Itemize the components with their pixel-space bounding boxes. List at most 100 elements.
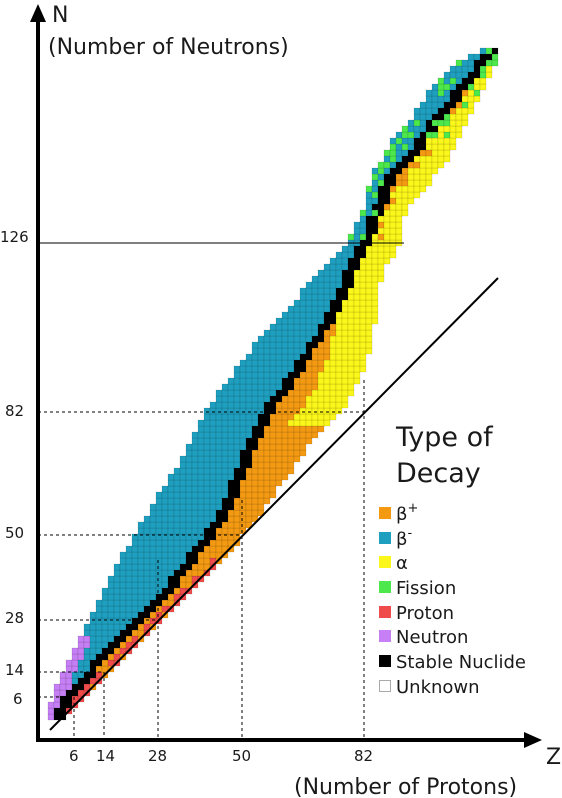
nuclide-cell <box>257 347 265 355</box>
nuclide-cell <box>101 659 109 667</box>
nuclide-cell <box>197 539 205 547</box>
nuclide-cell <box>479 83 487 91</box>
nuclide-cell <box>293 407 301 415</box>
nuclide-cell <box>257 371 265 379</box>
nuclide-cell <box>257 401 265 409</box>
nuclide-cell <box>275 377 283 385</box>
nuclide-cell <box>131 575 139 583</box>
nuclide-cell <box>191 563 199 571</box>
nuclide-cell <box>173 491 181 499</box>
nuclide-cell <box>125 563 133 571</box>
nuclide-cell <box>173 539 181 547</box>
nuclide-cell <box>365 221 373 229</box>
nuclide-cell <box>317 377 325 385</box>
nuclide-cell <box>107 641 115 649</box>
nuclide-cell <box>275 365 283 373</box>
nuclide-cell <box>359 281 367 289</box>
nuclide-cell <box>293 299 301 307</box>
nuclide-cell <box>209 467 217 475</box>
nuclide-cell <box>149 503 157 511</box>
nuclide-cell <box>245 425 253 433</box>
nuclide-cell <box>269 467 277 475</box>
nuclide-cell <box>353 233 361 241</box>
nuclide-cell <box>275 323 283 331</box>
nuclide-cell <box>89 629 97 637</box>
nuclide-cell <box>419 161 427 169</box>
nuclide-cell <box>191 467 199 475</box>
nuclide-cell <box>311 419 319 427</box>
nuclide-cell <box>335 293 343 301</box>
nuclide-cell <box>227 425 235 433</box>
nuclide-cell <box>155 539 163 547</box>
nuclide-cell <box>203 491 211 499</box>
nuclide-cell <box>335 365 343 373</box>
nuclide-cell <box>335 359 343 367</box>
nuclide-cell <box>407 197 415 205</box>
nuclide-cell <box>185 509 193 517</box>
nuclide-cell <box>137 545 145 553</box>
nuclide-cell <box>173 563 181 571</box>
nuclide-cell <box>167 539 175 547</box>
nuclide-cell <box>395 179 403 187</box>
nuclide-cell <box>65 677 73 685</box>
nuclide-cell <box>269 455 277 463</box>
nuclide-cell <box>167 563 175 571</box>
nuclide-cell <box>263 497 271 505</box>
nuclide-cell <box>353 311 361 319</box>
nuclide-cell <box>485 53 493 61</box>
nuclide-cell <box>275 335 283 343</box>
nuclide-cell <box>221 395 229 403</box>
nuclide-cell <box>263 461 271 469</box>
nuclide-cell <box>245 371 253 379</box>
nuclide-cell <box>161 575 169 583</box>
nuclide-cell <box>425 167 433 175</box>
nuclide-cell <box>233 443 241 451</box>
nuclide-cell <box>317 419 325 427</box>
nuclide-cell <box>251 419 259 427</box>
nuclide-cell <box>365 335 373 343</box>
nuclide-cell <box>101 611 109 619</box>
nuclide-cell <box>185 461 193 469</box>
nuclide-cell <box>269 371 277 379</box>
nuclide-cell <box>137 611 145 619</box>
nuclide-cell <box>245 467 253 475</box>
nuclide-cell <box>209 407 217 415</box>
nuclide-cell <box>287 317 295 325</box>
nuclide-cell <box>467 101 475 109</box>
nuclide-cell <box>239 395 247 403</box>
nuclide-cell <box>281 317 289 325</box>
nuclide-cell <box>341 353 349 361</box>
nuclide-cell <box>161 515 169 523</box>
nuclide-cell <box>71 695 79 703</box>
nuclide-cell <box>239 365 247 373</box>
nuclide-cell <box>395 203 403 211</box>
nuclide-cell <box>143 551 151 559</box>
nuclide-cell <box>437 101 445 109</box>
nuclide-cell <box>329 317 337 325</box>
y-axis-arrowhead <box>30 4 46 22</box>
nuclide-cell <box>77 641 85 649</box>
nuclide-cell <box>233 473 241 481</box>
nuclide-cell <box>353 281 361 289</box>
nuclide-cell <box>395 173 403 181</box>
nuclide-cell <box>431 167 439 175</box>
nuclide-cell <box>281 425 289 433</box>
nuclide-cell <box>341 401 349 409</box>
nuclide-cell <box>263 413 271 421</box>
nuclide-cell <box>359 329 367 337</box>
nuclide-cell <box>155 563 163 571</box>
nuclide-cell <box>287 425 295 433</box>
nuclide-cell <box>365 287 373 295</box>
nuclide-cell <box>341 269 349 277</box>
nuclide-cell <box>245 485 253 493</box>
y-tick-label: 14 <box>5 661 24 679</box>
nuclide-cell <box>71 647 79 655</box>
nuclide-cell <box>233 497 241 505</box>
nuclide-cell <box>131 593 139 601</box>
nuclide-cell <box>251 497 259 505</box>
nuclide-cell <box>377 245 385 253</box>
nuclide-cell <box>197 557 205 565</box>
nuclide-cell <box>167 557 175 565</box>
nuclide-cell <box>197 455 205 463</box>
nuclide-cell <box>233 377 241 385</box>
